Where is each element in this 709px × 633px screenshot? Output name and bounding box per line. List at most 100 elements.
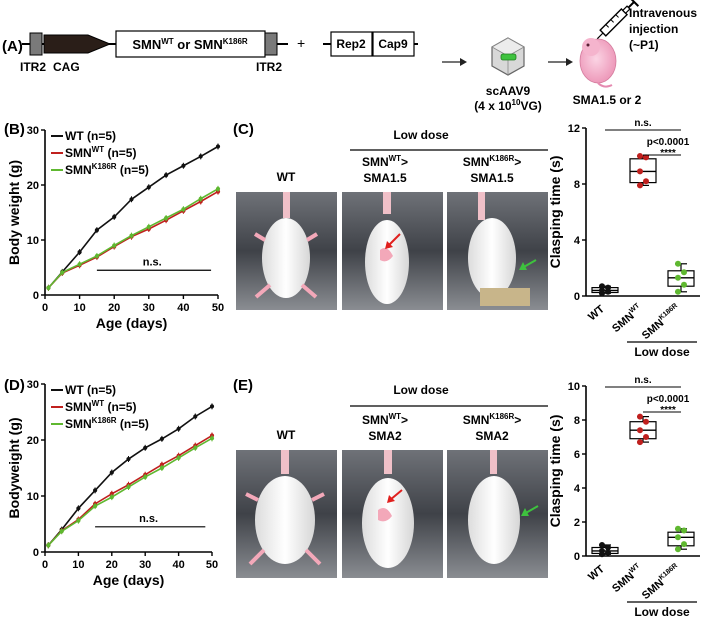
y-tick-label: 4 [574,483,581,495]
data-point [605,549,611,556]
group-label: Low dose [634,605,690,619]
arrow-to-mouse [548,58,573,66]
chart-b: 0 10 20 30 0 10 20 30 40 50 Age (days) Body weight … [6,125,224,331]
itr-left-box [29,32,43,56]
y-tick-label: 20 [27,180,39,192]
legend-entry: SMNK186R (n=5) [65,416,149,431]
x-tick-label: 0 [42,302,48,314]
data-point [675,546,681,553]
data-point [681,541,687,548]
data-point [637,153,643,159]
data-point [112,243,117,248]
aav-capsid-icon [491,37,525,76]
panel-c-wt-label: WT [277,170,296,184]
legend-entry: SMNWT (n=5) [65,145,136,160]
photo-c-wt [236,192,337,310]
box [667,270,695,287]
panel-c: (C) Low dose WT SMNWT> SMA1.5 SMNK186R> … [233,118,700,359]
series-line-2 [47,188,219,289]
y-tick-label: 10 [27,491,39,503]
data-point [643,154,649,161]
y-tick-label: 12 [568,123,580,135]
legend-entry: WT (n=5) [65,383,116,397]
data-point [643,178,649,185]
data-point [146,224,151,229]
data-point [93,503,98,509]
x-tick-label: 50 [206,559,218,571]
x-tick-label: 10 [73,302,85,314]
y-tick-label: 10 [568,381,580,393]
data-point [94,253,99,259]
x-tick-label: 10 [72,559,84,571]
y-axis-label: Clasping time (s) [547,415,563,528]
itr-left-label: ITR2 [20,60,46,74]
data-point [76,518,81,523]
y-tick-label: 6 [574,449,580,461]
y-tick-label: 20 [27,435,39,447]
photo-c-smnwt [342,192,443,310]
cag-promoter-arrow [43,34,112,54]
panel-c-col2-line1: SMNWT> [362,154,408,169]
y-tick-label: 30 [27,379,39,391]
series-line-2 [47,437,213,546]
construct-label: SMNWT or SMNK186R [132,37,248,52]
sig-label-stars: **** [660,148,676,159]
data-point [109,495,114,500]
syringe-icon [596,0,640,40]
x-tick-label: 30 [139,559,151,571]
data-point [109,470,114,475]
data-point [675,274,681,281]
x-tick-label: 20 [108,302,120,314]
legend-entry: SMNK186R (n=5) [65,162,149,177]
y-tick-label: 30 [27,125,39,137]
x-tick-label: WT [586,563,607,583]
data-point [198,196,203,201]
data-point [675,525,681,532]
data-point [93,488,98,493]
data-point [215,186,221,191]
y-tick-label: 0 [574,551,580,563]
data-point [605,284,611,291]
data-point [193,414,198,419]
mouse-model-label: SMA1.5 or 2 [573,93,642,107]
y-tick-label: 0 [574,291,580,303]
x-tick-label: SMNWT [609,562,645,595]
x-tick-label: 40 [177,302,189,314]
photo-e-smnk186r [447,450,548,578]
data-point [193,445,198,450]
chart-d: 0 10 20 30 0 10 20 30 40 50 Age (days) Bodyweight (… [6,379,218,588]
y-axis-label: Clasping time (s) [547,156,563,269]
x-axis-label: Age (days) [96,315,168,331]
arrow-red-icon [385,233,401,249]
x-tick-label: SMNWT [609,302,645,335]
panel-e: (E) Low dose WT SMNWT> SMA2 SMNK186R> SM… [233,375,700,619]
data-point [209,404,215,409]
panel-c-label: (C) [233,121,254,138]
data-point [159,436,164,441]
panel-e-col3-line1: SMNK186R> [463,412,522,427]
data-point [46,285,51,290]
ns-label: n.s. [143,256,162,268]
data-point [181,163,186,168]
panel-b-label: (B) [4,121,25,138]
x-axis-label: Age (days) [93,572,165,588]
data-point [599,287,605,294]
neonatal-mouse-icon [579,38,617,88]
cap9-box [372,31,415,57]
data-point [159,465,164,471]
data-point [681,527,687,534]
panel-a-label: (A) [2,38,23,55]
panel-e-dose-label: Low dose [393,383,449,397]
data-point [681,281,687,288]
data-point [215,144,221,149]
vector-label-1: scAAV9 [486,84,531,98]
rep2-label: Rep2 [336,37,366,51]
group-label: Low dose [634,345,690,359]
x-tick-label: 20 [106,559,118,571]
data-point [77,262,82,267]
y-axis-label: Bodyweight (g) [6,417,22,518]
panel-c-col3-line1: SMNK186R> [463,154,522,169]
panel-d-label: (D) [4,377,25,394]
sig-label-ns: n.s. [634,375,651,386]
x-tick-label: SMNK186R [639,562,683,602]
